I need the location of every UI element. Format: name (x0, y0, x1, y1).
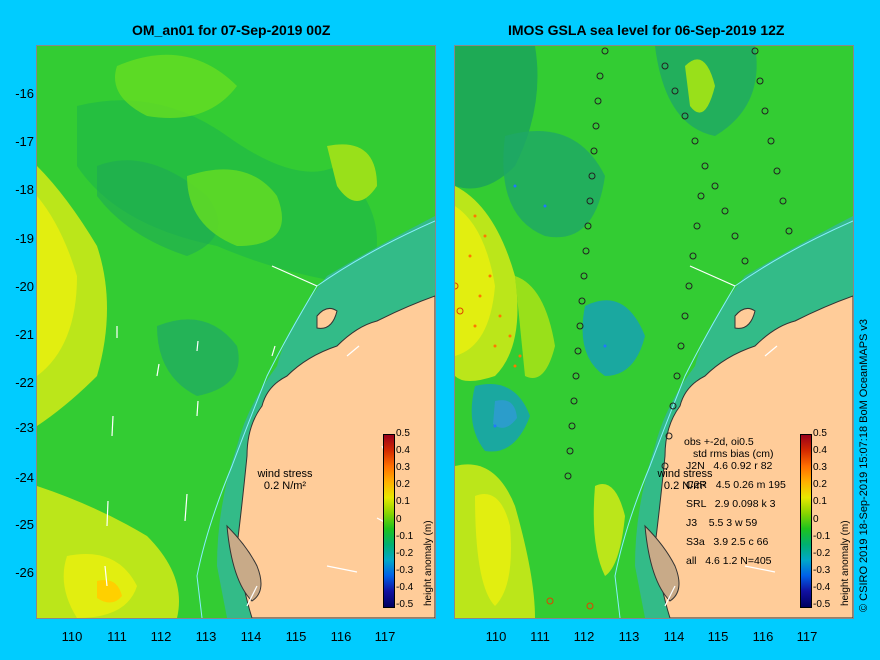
cbar-tick: 0.1 (813, 496, 827, 507)
y-tick: -25 (15, 517, 34, 532)
x-tick: 117 (374, 629, 396, 644)
x-tick: 111 (530, 629, 550, 644)
cbar-tick: 0.1 (396, 496, 410, 507)
cbar-tick: -0.3 (813, 565, 831, 576)
right-panel-title: IMOS GSLA sea level for 06-Sep-2019 12Z (508, 22, 785, 38)
y-tick: -17 (15, 134, 34, 149)
y-tick: -26 (15, 565, 34, 580)
x-tick: 110 (485, 629, 507, 644)
x-tick: 113 (195, 629, 217, 644)
cbar-tick: 0.3 (396, 462, 410, 473)
y-tick: -18 (15, 182, 34, 197)
cbar-tick: 0.4 (813, 445, 827, 456)
y-tick: -21 (15, 327, 34, 342)
right-colorbar-label: height anomaly (m) (840, 520, 851, 606)
x-tick: 116 (752, 629, 774, 644)
x-tick: 112 (150, 629, 172, 644)
left-wind-stress-label: wind stress 0.2 N/m² (235, 468, 335, 492)
cbar-tick: -0.2 (396, 548, 414, 559)
stats-row: S3a 3.9 2.5 c 66 (686, 536, 769, 548)
cbar-tick: 0 (813, 514, 819, 525)
x-tick: 115 (707, 629, 729, 644)
x-tick: 110 (61, 629, 83, 644)
x-tick: 117 (796, 629, 818, 644)
cbar-tick: 0.3 (813, 462, 827, 473)
left-wind-label-text: wind stress (257, 468, 313, 480)
left-panel-title: OM_an01 for 07-Sep-2019 00Z (132, 22, 331, 38)
stats-row: C2R 4.5 0.26 m 195 (686, 479, 786, 491)
cbar-tick: 0.4 (396, 445, 410, 456)
x-tick: 114 (663, 629, 685, 644)
stats-row: SRL 2.9 0.098 k 3 (686, 498, 776, 510)
right-map-panel: wind stress 0.2 N/m² obs +-2d, oi0.5 std… (454, 45, 854, 619)
x-tick: 113 (618, 629, 640, 644)
x-tick: 115 (285, 629, 307, 644)
stats-row: J2N 4.6 0.92 r 82 (686, 460, 773, 472)
right-wind-stress-label: wind stress 0.2 N/m² (655, 468, 715, 492)
y-tick: -16 (15, 86, 34, 101)
y-tick: -22 (15, 375, 34, 390)
cbar-tick: -0.2 (813, 548, 831, 559)
stats-row: all 4.6 1.2 N=405 (686, 555, 772, 567)
right-colorbar (800, 434, 812, 608)
stats-row: J3 5.5 3 w 59 (686, 517, 758, 529)
left-map-panel: wind stress 0.2 N/m² (36, 45, 436, 619)
y-tick: -23 (15, 420, 34, 435)
x-tick: 112 (573, 629, 595, 644)
y-tick: -24 (15, 470, 34, 485)
cbar-tick: -0.4 (813, 582, 831, 593)
right-map (455, 46, 853, 618)
cbar-tick: -0.5 (396, 599, 414, 610)
stats-header-2: std rms bias (cm) (693, 448, 774, 460)
x-tick: 111 (107, 629, 127, 644)
cbar-tick: 0.5 (813, 428, 827, 439)
right-wind-value-text: 0.2 N/m² (663, 480, 707, 492)
left-wind-value-text: 0.2 N/m² (263, 480, 307, 492)
y-tick: -20 (15, 279, 34, 294)
copyright-notice: © CSIRO 2019 18-Sep-2019 15:07:18 BoM Oc… (858, 318, 870, 612)
stats-header: obs +-2d, oi0.5 (684, 436, 754, 448)
right-wind-label-text: wind stress (657, 468, 713, 480)
cbar-tick: -0.1 (813, 531, 831, 542)
y-tick: -19 (15, 231, 34, 246)
left-colorbar (383, 434, 395, 608)
cbar-tick: 0.5 (396, 428, 410, 439)
left-map (37, 46, 435, 618)
left-colorbar-label: height anomaly (m) (423, 520, 434, 606)
cbar-tick: 0.2 (396, 479, 410, 490)
cbar-tick: -0.5 (813, 599, 831, 610)
cbar-tick: -0.1 (396, 531, 414, 542)
cbar-tick: 0.2 (813, 479, 827, 490)
cbar-tick: -0.4 (396, 582, 414, 593)
x-tick: 116 (330, 629, 352, 644)
cbar-tick: -0.3 (396, 565, 414, 576)
cbar-tick: 0 (396, 514, 402, 525)
x-tick: 114 (240, 629, 262, 644)
